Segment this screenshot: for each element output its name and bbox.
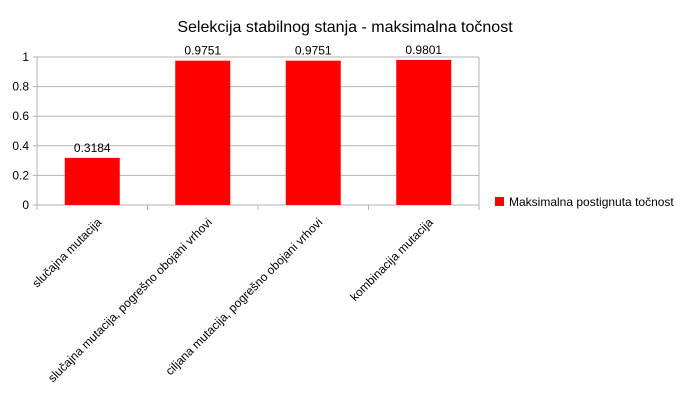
- y-tick-label: 0.6: [12, 109, 29, 123]
- x-category-label: kombinacija mutacija: [347, 215, 436, 304]
- x-category-label: slučajna mutacija: [29, 215, 104, 290]
- bar: [285, 60, 341, 206]
- data-label: 0.3184: [74, 141, 111, 155]
- y-tick-label: 0.4: [12, 139, 29, 153]
- legend: Maksimalna postignuta točnost: [495, 195, 674, 209]
- bar-series: [64, 59, 452, 206]
- y-axis-ticks: 0 0.2 0.4 0.6 0.8 1: [12, 50, 29, 212]
- data-label: 0.9751: [184, 44, 221, 58]
- bar: [175, 60, 231, 206]
- data-label: 0.9751: [295, 44, 332, 58]
- y-tick-label: 0: [22, 198, 29, 212]
- bar: [396, 59, 452, 205]
- chart-title: Selekcija stabilnog stanja - maksimalna …: [177, 19, 513, 36]
- legend-label: Maksimalna postignuta točnost: [509, 195, 674, 209]
- y-tick-label: 0.2: [12, 168, 29, 182]
- data-label: 0.9801: [405, 43, 442, 57]
- legend-swatch: [495, 197, 504, 206]
- data-labels: 0.3184 0.9751 0.9751 0.9801: [74, 43, 443, 155]
- y-tick-label: 1: [22, 50, 29, 64]
- y-tick-label: 0.8: [12, 80, 29, 94]
- bar: [64, 157, 120, 205]
